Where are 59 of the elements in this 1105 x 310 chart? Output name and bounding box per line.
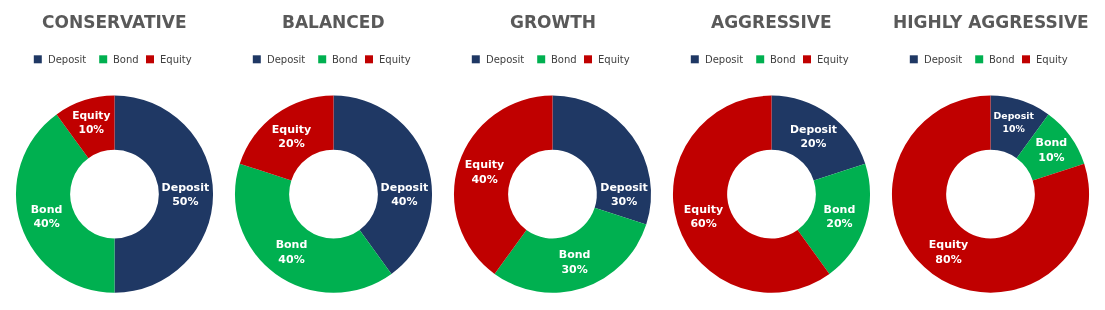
data-label: 10% xyxy=(1038,150,1065,164)
data-label: 40% xyxy=(391,194,418,208)
legend-label: Equity xyxy=(1036,54,1068,65)
legend-label: Deposit xyxy=(48,54,87,65)
legend-label: Bond xyxy=(770,54,796,65)
donut-slice xyxy=(771,95,866,181)
chart-title: BALANCED xyxy=(282,12,385,32)
slice-label: Equity xyxy=(271,122,312,136)
data-label: 40% xyxy=(33,216,60,230)
slice-label: Deposit xyxy=(600,180,648,194)
slice-label: Equity xyxy=(464,158,505,172)
legend-label: Equity xyxy=(160,54,192,65)
legend-label: Equity xyxy=(598,54,630,65)
data-label: 50% xyxy=(172,194,199,208)
slice-label: Bond xyxy=(558,248,591,262)
category-label: Deposit xyxy=(924,54,963,65)
donut-slice xyxy=(114,95,213,293)
slice-label: Equity xyxy=(683,202,724,216)
donut-slice xyxy=(797,163,870,274)
category-label: Deposit xyxy=(267,54,306,65)
slice-label: Bond xyxy=(30,202,63,216)
legend-label: Bond xyxy=(989,54,1015,65)
legend-label: Equity xyxy=(379,54,411,65)
slice-label: Bond xyxy=(1035,136,1068,150)
slice-label: Equity xyxy=(72,109,111,123)
slice-label: Deposit xyxy=(993,110,1035,122)
category-label: Deposit xyxy=(486,54,525,65)
category-label: Deposit xyxy=(705,54,744,65)
chart-title: HIGHLY AGGRESSIVE xyxy=(893,12,1089,32)
data-label: 20% xyxy=(826,216,853,230)
data-label: 10% xyxy=(1002,122,1026,134)
chart-title: CONSERVATIVE xyxy=(42,12,187,32)
legend-label: Equity xyxy=(817,54,849,65)
chart-title: AGGRESSIVE xyxy=(711,12,832,32)
donut-slice xyxy=(454,95,553,274)
legend-label: Bond xyxy=(332,54,358,65)
slice-label: Deposit xyxy=(161,180,210,194)
donut-slice xyxy=(239,95,334,181)
slice-label: Bond xyxy=(275,238,308,252)
data-label: 20% xyxy=(278,137,305,150)
data-label: 40% xyxy=(278,252,305,266)
donut-slice xyxy=(891,95,1089,293)
legend-label: Bond xyxy=(113,54,139,65)
donut-slice xyxy=(333,95,432,274)
data-label: 30% xyxy=(561,262,588,276)
slice-label: Bond xyxy=(823,202,856,216)
donut-slice xyxy=(552,95,651,225)
slice-label: Deposit xyxy=(380,180,429,194)
data-label: 80% xyxy=(935,252,962,266)
data-label: 60% xyxy=(690,216,717,230)
data-label: 40% xyxy=(471,172,498,186)
slice-label: Equity xyxy=(928,238,969,252)
legend-label: Bond xyxy=(551,54,577,65)
data-label: 30% xyxy=(610,194,638,208)
slice-label: Deposit xyxy=(790,122,837,136)
chart-title: GROWTH xyxy=(510,12,597,32)
donut-slice xyxy=(494,207,647,293)
data-label: 10% xyxy=(78,122,105,136)
data-label: 20% xyxy=(800,136,827,150)
